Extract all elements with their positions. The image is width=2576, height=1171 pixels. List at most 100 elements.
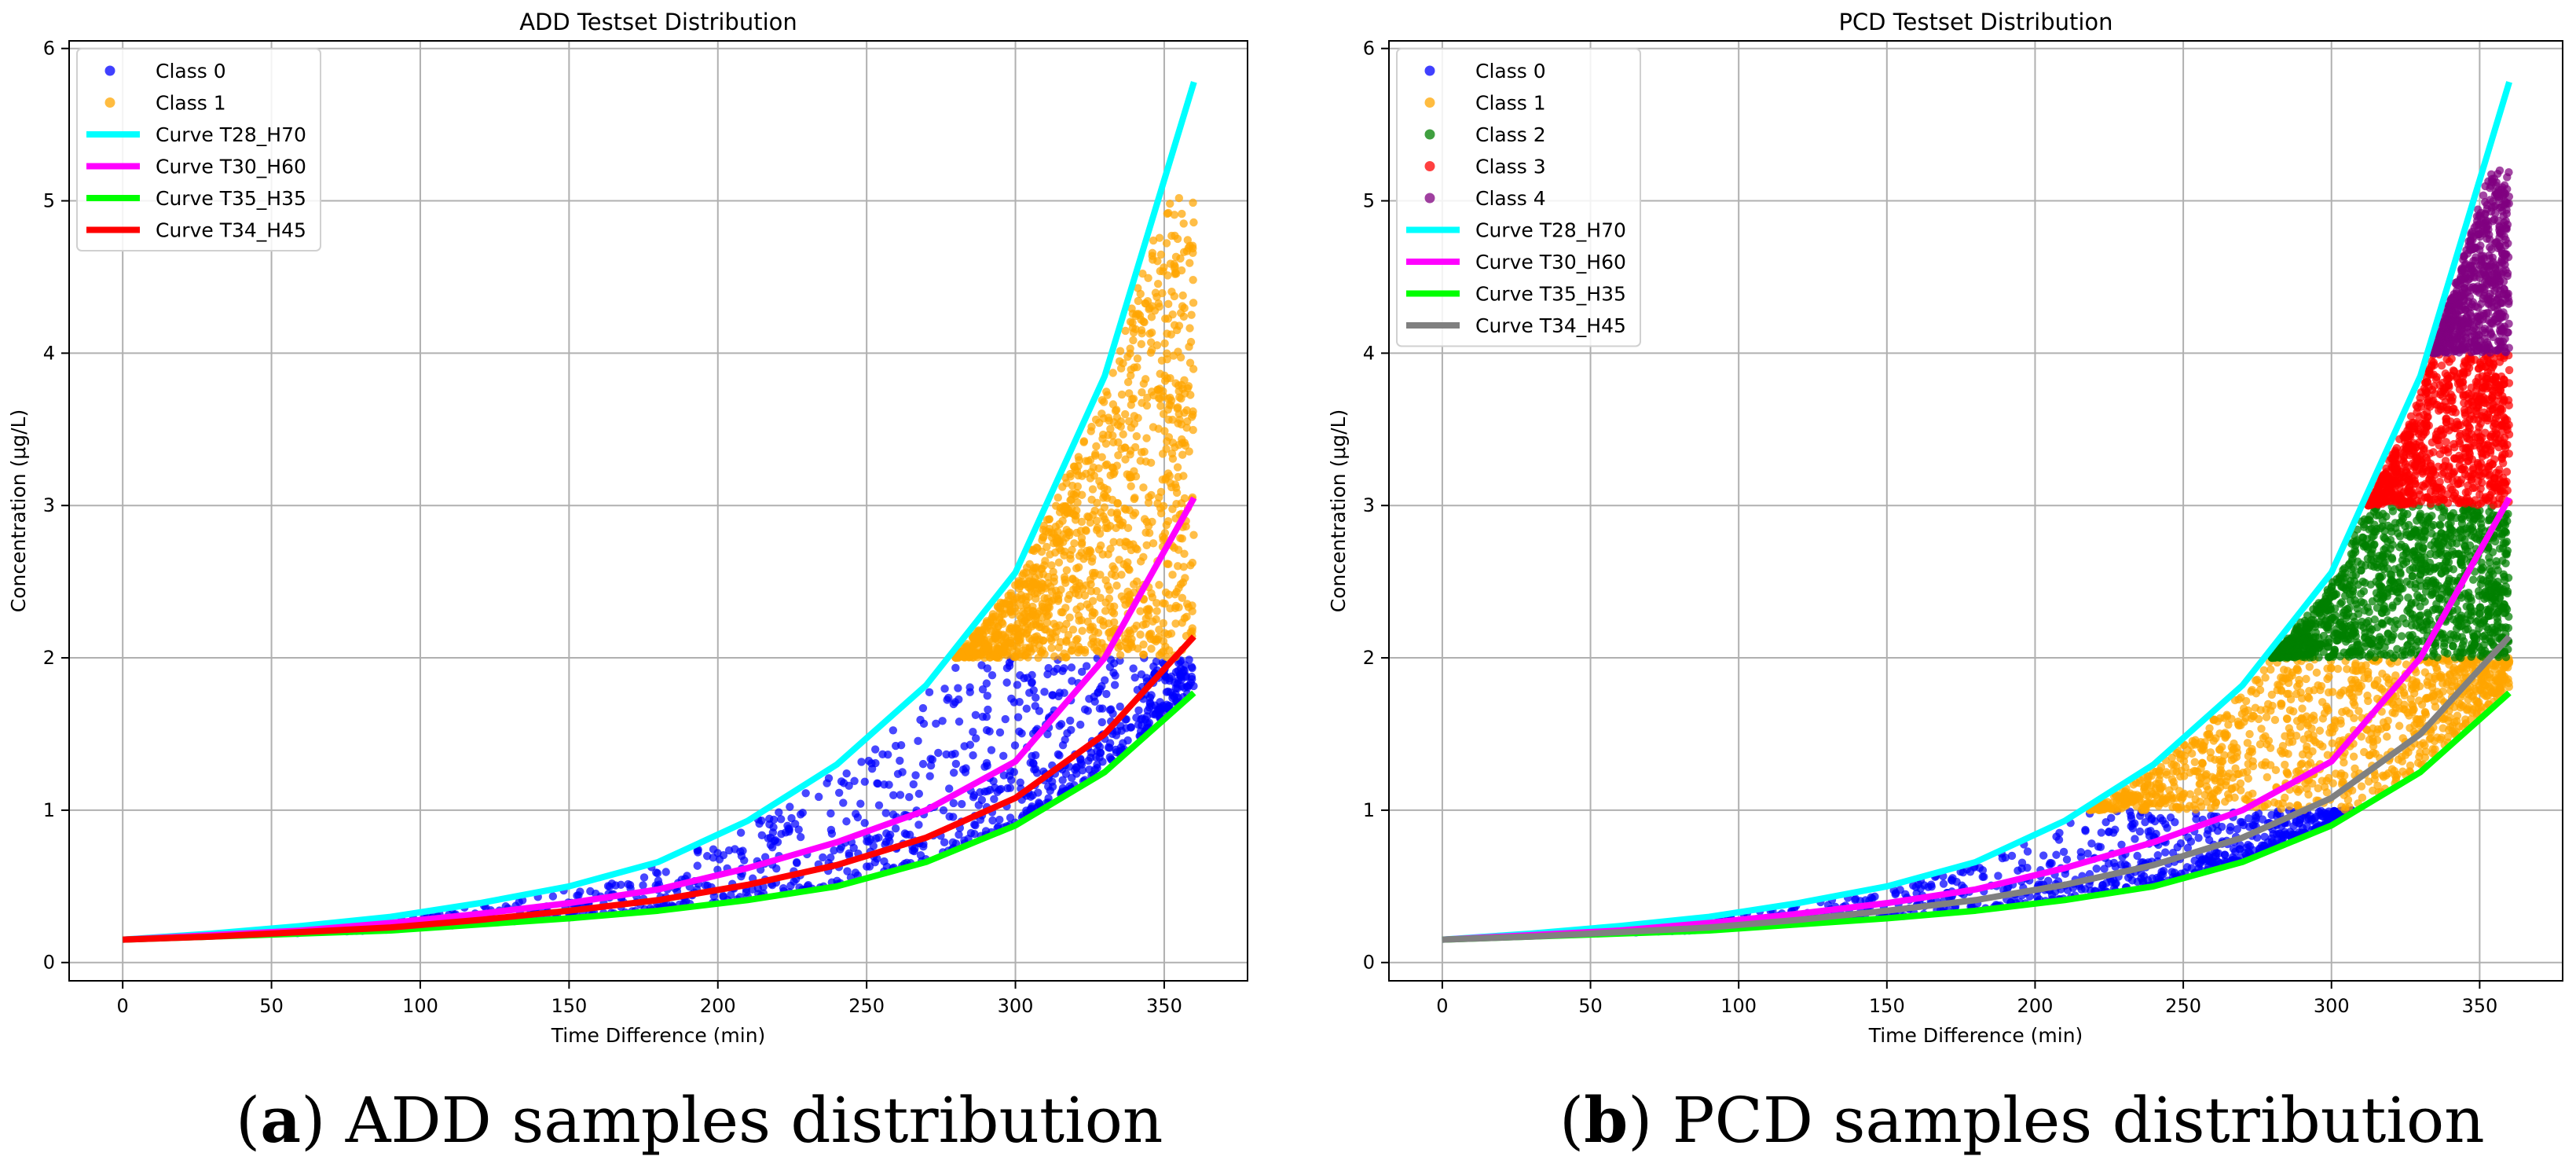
- scatter-point: [1097, 541, 1105, 550]
- scatter-point: [1132, 577, 1141, 586]
- scatter-point: [586, 887, 595, 896]
- scatter-point: [2395, 593, 2404, 603]
- scatter-point: [1163, 299, 1173, 309]
- scatter-point: [1047, 561, 1056, 570]
- plot-area: [1442, 81, 2514, 943]
- scatter-point: [1188, 624, 1196, 633]
- scatter-point: [1109, 668, 1118, 677]
- scatter-point: [2292, 784, 2301, 794]
- scatter-point: [2444, 656, 2453, 666]
- scatter-point: [2354, 678, 2362, 688]
- scatter-point: [982, 712, 991, 721]
- scatter-point: [860, 819, 869, 828]
- scatter-point: [2236, 817, 2245, 827]
- scatter-point: [1072, 512, 1080, 520]
- scatter-point: [889, 791, 898, 799]
- y-axis-label: Concentration (μg/L): [7, 409, 30, 612]
- scatter-point: [889, 810, 898, 819]
- scatter-point: [2181, 763, 2189, 772]
- scatter-point: [2135, 827, 2145, 836]
- scatter-point: [2317, 806, 2325, 815]
- scatter-point: [1012, 647, 1021, 656]
- scatter-point: [1157, 356, 1167, 365]
- scatter-point: [896, 791, 905, 799]
- scatter-point: [2382, 512, 2391, 521]
- scatter-point: [1134, 296, 1143, 306]
- scatter-point: [2480, 594, 2489, 604]
- scatter-point: [2393, 644, 2402, 654]
- scatter-point: [2360, 747, 2369, 757]
- scatter-point: [1177, 380, 1186, 389]
- scatter-point: [2203, 830, 2211, 839]
- scatter-point: [2109, 828, 2118, 837]
- scatter-point: [905, 830, 914, 839]
- scatter-point: [2017, 858, 2027, 867]
- scatter-point: [1016, 778, 1024, 787]
- scatter-point: [2354, 707, 2363, 715]
- scatter-series-class-1: [2085, 653, 2514, 815]
- scatter-point: [1081, 457, 1090, 465]
- scatter-point: [1076, 754, 1085, 763]
- scatter-point: [1144, 273, 1152, 282]
- scatter-point: [1123, 352, 1132, 362]
- scatter-point: [1073, 482, 1083, 491]
- scatter-point: [1157, 648, 1166, 658]
- scatter-point: [1027, 582, 1035, 591]
- scatter-point: [2439, 714, 2447, 724]
- scatter-point: [911, 771, 920, 780]
- scatter-point: [2190, 758, 2199, 766]
- scatter-point: [2415, 611, 2424, 620]
- scatter-point: [2192, 814, 2200, 824]
- scatter-point: [2416, 715, 2424, 724]
- scatter-point: [2155, 776, 2164, 784]
- scatter-point: [2456, 703, 2465, 712]
- scatter-point: [1138, 398, 1146, 407]
- scatter-point: [1107, 508, 1116, 517]
- scatter-point: [2198, 746, 2207, 754]
- scatter-point: [1082, 662, 1091, 670]
- scatter-point: [796, 810, 805, 819]
- scatter-point: [2202, 782, 2211, 791]
- scatter-point: [1016, 671, 1024, 680]
- scatter-point: [905, 793, 914, 802]
- scatter-point: [2303, 692, 2312, 702]
- scatter-point: [1155, 493, 1163, 502]
- scatter-point: [1138, 650, 1148, 659]
- scatter-point: [1159, 535, 1167, 544]
- scatter-point: [925, 688, 934, 697]
- scatter-point: [2436, 673, 2445, 681]
- scatter-point: [1119, 430, 1127, 439]
- scatter-point: [1095, 529, 1105, 538]
- scatter-point: [2331, 629, 2340, 638]
- scatter-point: [1108, 463, 1117, 472]
- scatter-point: [2023, 863, 2032, 872]
- scatter-point: [1082, 527, 1090, 535]
- scatter-point: [1101, 439, 1111, 448]
- scatter-point: [2375, 633, 2384, 641]
- scatter-point: [1170, 321, 1179, 329]
- scatter-point: [2382, 722, 2391, 732]
- scatter-point: [1148, 593, 1157, 602]
- scatter-point: [1132, 310, 1141, 318]
- scatter-point: [1182, 612, 1191, 622]
- y-tick-label: 3: [43, 494, 55, 516]
- scatter-point: [1188, 607, 1196, 616]
- scatter-point: [1031, 620, 1041, 630]
- scatter-point: [1177, 676, 1185, 685]
- scatter-point: [1147, 644, 1156, 653]
- scatter-point: [2403, 708, 2412, 718]
- scatter-point: [769, 823, 778, 831]
- scatter-point: [2468, 575, 2478, 584]
- scatter-point: [1156, 250, 1166, 259]
- scatter-point: [1145, 703, 1154, 712]
- scatter-point: [1109, 538, 1118, 546]
- scatter-point: [1068, 677, 1076, 685]
- scatter-point: [881, 809, 890, 817]
- legend-marker: [104, 97, 115, 108]
- scatter-point: [2357, 782, 2366, 791]
- scatter-point: [2370, 615, 2379, 624]
- scatter-point: [2379, 773, 2388, 781]
- scatter-point: [1167, 288, 1176, 296]
- scatter-point: [1042, 516, 1052, 524]
- scatter-point: [1103, 391, 1112, 399]
